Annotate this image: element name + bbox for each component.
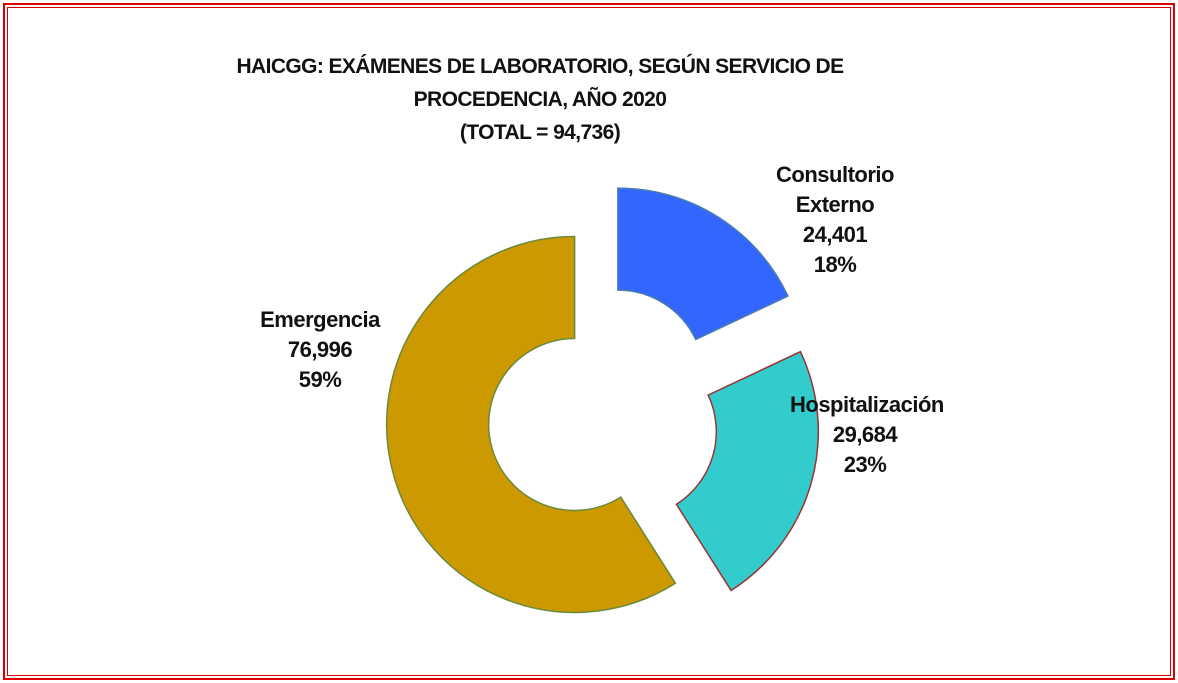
donut-segment [617, 187, 789, 341]
percent-label: 59% [298, 367, 342, 392]
category-label: Emergencia [260, 307, 380, 332]
segment-label: Consultorio Externo 24,401 18% [760, 160, 910, 280]
category-label: Hospitalización [790, 392, 944, 417]
donut-segment [675, 350, 820, 592]
count-label: 76,996 [287, 337, 353, 362]
count-label: 24,401 [802, 222, 868, 247]
segment-label: Emergencia 76,996 59% [245, 305, 395, 395]
title-block: HAICGG: EXÁMENES DE LABORATORIO, SEGÚN S… [160, 50, 920, 149]
percent-label: 23% [843, 452, 887, 477]
category-label: Consultorio Externo [776, 162, 894, 217]
frame [3, 3, 1175, 680]
chart-subtitle: (TOTAL = 94,736) [459, 121, 621, 144]
segment-label: Hospitalización 29,684 23% [790, 390, 944, 480]
donut-segment [385, 235, 677, 614]
count-label: 29,684 [832, 422, 898, 447]
percent-label: 18% [813, 252, 857, 277]
chart-title: HAICGG: EXÁMENES DE LABORATORIO, SEGÚN S… [236, 55, 844, 111]
